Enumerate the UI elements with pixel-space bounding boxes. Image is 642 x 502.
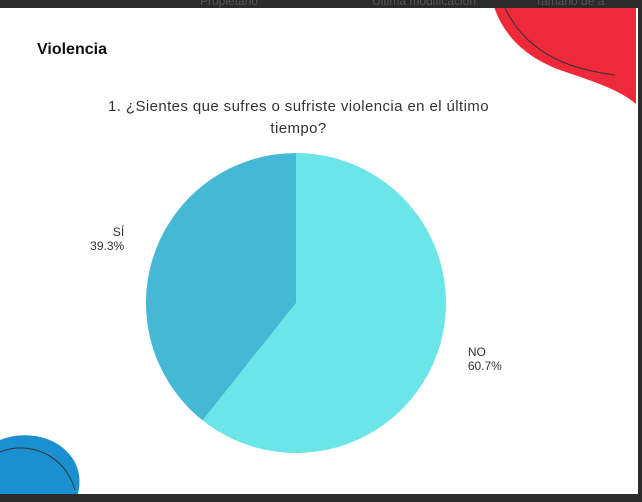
slide-heading: Violencia [37, 41, 107, 58]
toolbar: Propietario Última modificación Tamaño d… [0, 0, 642, 8]
blue-blob-line [0, 447, 76, 491]
red-blob-line [504, 7, 616, 76]
right-border [638, 0, 642, 502]
red-blob [492, 0, 636, 104]
slice-value-label: 60.7% [468, 359, 502, 373]
chart-title: 1. ¿Sientes que sufres o sufriste violen… [108, 98, 489, 137]
slice-category-label: NO [468, 345, 486, 359]
blue-blob [0, 435, 80, 494]
slice-category-label: SÍ [113, 224, 125, 239]
column-header: Propietario [200, 0, 259, 8]
column-header: Última modificación [372, 0, 477, 8]
column-header: Tamaño de a [535, 0, 605, 8]
pie-slice [145, 153, 296, 421]
bottom-border [0, 494, 642, 502]
pie-slice [202, 153, 446, 453]
slice-value-label: 39.3% [90, 239, 124, 253]
